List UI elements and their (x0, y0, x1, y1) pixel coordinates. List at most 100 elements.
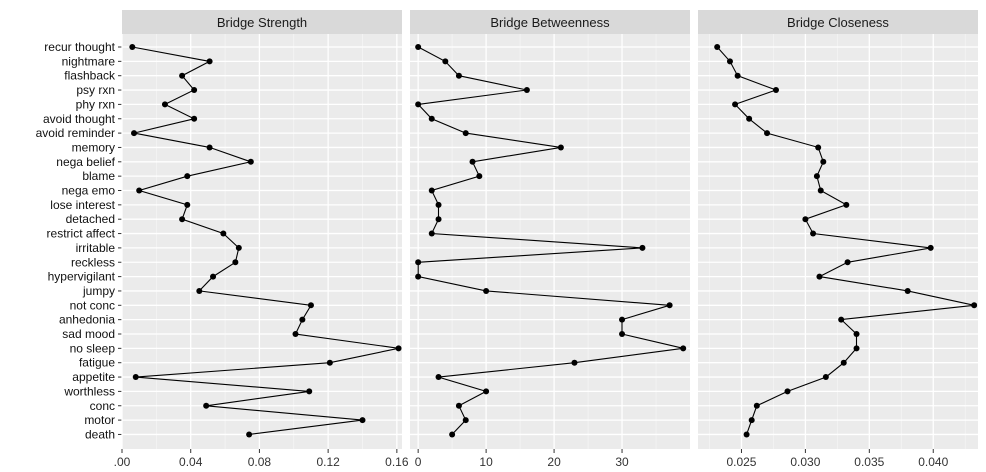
data-point (246, 431, 253, 438)
data-point (469, 158, 476, 165)
data-point (435, 216, 442, 223)
data-point (191, 87, 198, 94)
data-point (191, 115, 198, 122)
panel-title: Bridge Closeness (787, 15, 889, 30)
y-tick-label: restrict affect (47, 227, 116, 241)
panel-bridge-closeness: Bridge Closeness 0.025 0.030 0.035 0.040 (698, 10, 978, 469)
y-tick-label: fatigue (79, 356, 115, 370)
data-point (838, 316, 845, 323)
y-tick-label: no sleep (70, 341, 116, 355)
data-point (557, 144, 564, 151)
data-point (299, 316, 306, 323)
y-tick-label: nightmare (62, 54, 116, 68)
panel-bridge-betweenness: Bridge Betweenness 0 10 20 30 (410, 10, 690, 469)
x-tick-label: 0.030 (790, 455, 820, 469)
data-point (732, 101, 739, 108)
data-point (247, 158, 254, 165)
data-point (235, 244, 242, 251)
data-point (810, 230, 817, 237)
y-tick-label: motor (84, 413, 115, 427)
data-point (748, 417, 755, 424)
data-point (927, 244, 934, 251)
data-point (359, 417, 366, 424)
y-tick-label: memory (72, 140, 115, 154)
data-point (746, 115, 753, 122)
y-tick-label: nega belief (56, 155, 115, 169)
data-point (483, 388, 490, 395)
data-point (476, 173, 483, 180)
data-point (784, 388, 791, 395)
y-tick-label: not conc (70, 298, 115, 312)
data-point (813, 173, 820, 180)
data-point (680, 345, 687, 352)
x-tick-label: 0 (415, 455, 422, 469)
data-point (844, 259, 851, 266)
data-point (853, 345, 860, 352)
data-point (483, 287, 490, 294)
data-point (743, 431, 750, 438)
y-tick-label: detached (66, 212, 115, 226)
panel-bridge-strength: Bridge Strength .00 0.04 0.08 0.12 0.16 (114, 10, 409, 469)
y-tick-label: appetite (72, 370, 115, 384)
panel-strip (698, 10, 978, 34)
data-point (129, 44, 136, 50)
data-point (639, 244, 646, 251)
data-point (523, 87, 530, 94)
data-point (772, 87, 779, 94)
data-point (184, 201, 191, 208)
data-point (292, 331, 299, 337)
data-point (442, 58, 449, 65)
data-point (449, 431, 456, 438)
data-point (462, 130, 469, 137)
data-point (206, 58, 213, 65)
data-point (802, 216, 809, 223)
data-point (853, 331, 860, 337)
x-tick-label: 0.12 (316, 455, 340, 469)
data-point (220, 230, 227, 237)
data-point (462, 417, 469, 424)
series-line (132, 46, 399, 435)
data-point (307, 302, 314, 309)
y-tick-label: lose interest (50, 198, 115, 212)
data-point (904, 287, 911, 294)
y-tick-label: hypervigilant (48, 270, 116, 284)
data-point (196, 287, 203, 294)
data-point (619, 316, 626, 323)
data-point (714, 44, 721, 50)
x-tick-label: 0.08 (248, 455, 272, 469)
data-point (840, 359, 847, 366)
data-point (619, 331, 626, 337)
data-point (435, 374, 442, 381)
y-tick-label: avoid thought (43, 112, 116, 126)
data-point (726, 58, 733, 65)
x-tick-label: 0.04 (179, 455, 203, 469)
data-point (435, 201, 442, 208)
data-point (971, 302, 978, 309)
data-point (455, 402, 462, 409)
y-tick-label: flashback (64, 69, 116, 83)
y-tick-label: psy rxn (76, 83, 115, 97)
data-point (816, 273, 823, 280)
data-point (326, 359, 333, 366)
y-tick-label: reckless (71, 255, 115, 269)
x-tick-label: 10 (479, 455, 493, 469)
data-point (734, 72, 741, 79)
plot-background (122, 34, 402, 449)
panel-strip (122, 10, 402, 34)
y-tick-label: death (85, 427, 115, 441)
x-tick-label: 0.025 (726, 455, 756, 469)
data-point (179, 216, 186, 223)
data-point (764, 130, 771, 137)
data-point (131, 130, 138, 137)
data-point (136, 187, 143, 194)
data-point (179, 72, 186, 79)
panel-title: Bridge Betweenness (490, 15, 610, 30)
data-point (571, 359, 578, 366)
x-tick-label: 0.16 (385, 455, 409, 469)
data-point (415, 44, 422, 50)
data-point (666, 302, 673, 309)
data-point (428, 187, 435, 194)
panel-strip (410, 10, 690, 34)
